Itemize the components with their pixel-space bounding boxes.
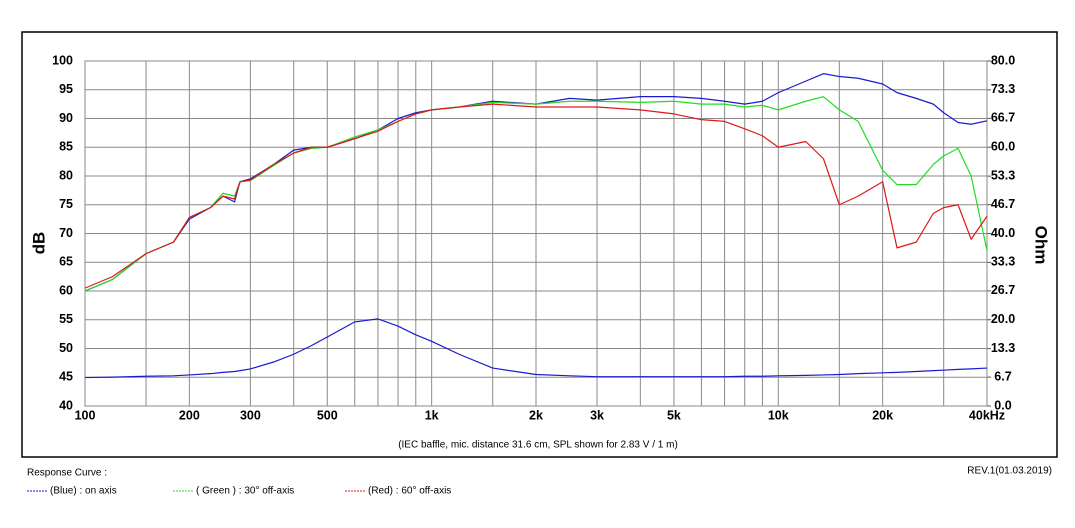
y2-tick-label: 53.3 <box>991 168 1015 182</box>
y2-tick-label: 60.0 <box>991 140 1015 154</box>
y-tick-label: 40 <box>59 398 73 412</box>
y2-tick-label: 26.7 <box>991 283 1015 297</box>
revision: REV.1(01.03.2019) <box>967 466 1052 477</box>
x-tick-label: 10k <box>768 408 789 422</box>
y2-tick-label: 73.3 <box>991 82 1015 96</box>
y-tick-label: 70 <box>59 226 73 240</box>
y-tick-label: 65 <box>59 255 73 269</box>
legend-title: Response Curve : <box>27 468 107 479</box>
y-tick-label: 60 <box>59 283 73 297</box>
y2-tick-label: 13.3 <box>991 341 1015 355</box>
series-line <box>84 103 988 289</box>
y-tick-label: 75 <box>59 197 73 211</box>
x-tick-label: 100 <box>75 408 96 422</box>
y2-tick-label: 46.7 <box>991 197 1015 211</box>
legend-label: ( Green ) : 30° off-axis <box>196 486 294 497</box>
y-tick-label: 80 <box>59 168 73 182</box>
x-tick-label: 20k <box>872 408 893 422</box>
y-tick-label: 100 <box>52 53 73 67</box>
y-tick-label: 95 <box>59 82 73 96</box>
y-axis-title: dB <box>29 232 48 255</box>
x-tick-label: 2k <box>529 408 543 422</box>
y2-tick-label: 40.0 <box>991 226 1015 240</box>
x-tick-label: 1k <box>425 408 439 422</box>
y-tick-label: 45 <box>59 370 73 384</box>
x-tick-label: 5k <box>667 408 681 422</box>
y2-axis-title: Ohm <box>1032 226 1051 265</box>
legend-label: (Red) : 60° off-axis <box>368 486 451 497</box>
y2-tick-label: 66.7 <box>991 111 1015 125</box>
x-tick-label: 3k <box>590 408 604 422</box>
y-tick-label: 55 <box>59 312 73 326</box>
y2-tick-label: 80.0 <box>991 53 1015 67</box>
y2-tick-label: 33.3 <box>991 255 1015 269</box>
y-tick-label: 85 <box>59 140 73 154</box>
x-tick-label: 40kHz <box>969 408 1005 422</box>
chart-frame <box>21 31 1058 458</box>
annotation: (IEC baffle, mic. distance 31.6 cm, SPL … <box>398 440 678 451</box>
y-tick-label: 50 <box>59 341 73 355</box>
series-line <box>84 318 988 379</box>
x-tick-label: 200 <box>179 408 200 422</box>
y-tick-label: 90 <box>59 111 73 125</box>
series-line <box>84 96 988 292</box>
y2-tick-label: 20.0 <box>991 312 1015 326</box>
y2-tick-label: 0.0 <box>994 398 1011 412</box>
x-tick-label: 500 <box>317 408 338 422</box>
y2-tick-label: 6.7 <box>994 369 1011 383</box>
x-tick-label: 300 <box>240 408 261 422</box>
legend-label: (Blue) : on axis <box>50 486 117 497</box>
